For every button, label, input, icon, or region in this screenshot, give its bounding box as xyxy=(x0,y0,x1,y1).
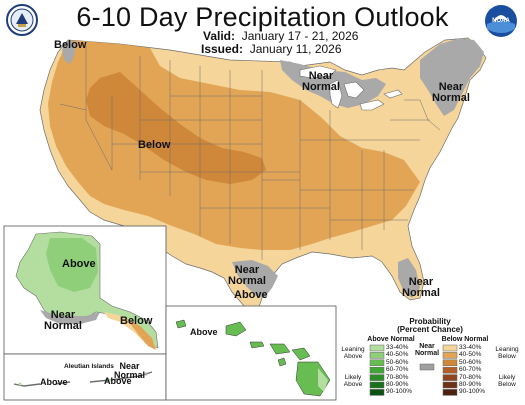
below-50-60-region xyxy=(86,72,266,184)
legend-below-swatch xyxy=(442,374,458,381)
legend-above-swatch xyxy=(369,374,385,381)
aleutian-chain xyxy=(13,371,153,387)
legend-below-swatch xyxy=(442,352,458,359)
noaa-logo-icon: NOAA xyxy=(485,5,517,37)
legend-below-range: 60-70% xyxy=(459,366,482,374)
label-near-normal-ne: Near Normal xyxy=(302,70,340,93)
valid-value: January 17 - 21, 2026 xyxy=(241,29,359,43)
alaska-above-core xyxy=(46,238,98,292)
legend-below-range: 40-50% xyxy=(459,351,482,359)
legend-above-range: 40-50% xyxy=(386,351,409,359)
label-above-hi: Above xyxy=(190,327,218,337)
label-near-normal-aleutian: Near Normal xyxy=(114,361,146,380)
legend-above-range: 33-40% xyxy=(386,344,409,351)
legend-below-swatch xyxy=(442,381,458,389)
legend-below-range: 80-90% xyxy=(459,381,482,388)
issued-label: Issued: xyxy=(201,42,244,56)
page-title: 6-10 Day Precipitation Outlook xyxy=(76,2,449,32)
legend-above-swatch xyxy=(369,359,385,367)
legend-above-swatch xyxy=(369,352,385,359)
legend-near-normal-swatch xyxy=(419,363,435,371)
near-normal-south-texas xyxy=(232,260,278,298)
label-below-center: Below xyxy=(138,139,171,151)
aleutian-inset-frame xyxy=(3,353,167,401)
legend-title: Probability (Percent Chance) xyxy=(397,317,463,334)
near-normal-florida xyxy=(398,258,420,298)
legend-likely-above: Likely Above xyxy=(343,374,363,388)
label-near-normal-east: Near Normal xyxy=(432,81,470,104)
legend-below-swatch xyxy=(442,344,458,352)
legend-likely-below: Likely Below xyxy=(498,374,516,388)
legend-below-range: 90-100% xyxy=(459,388,486,396)
legend-above-range: 60-70% xyxy=(386,366,409,374)
valid-line: Valid: January 17 - 21, 2026 xyxy=(203,29,358,43)
great-lakes xyxy=(299,65,403,111)
hawaii-big-island-light xyxy=(318,368,328,392)
legend-above-range: 80-90% xyxy=(386,381,409,388)
alaska-near-normal xyxy=(40,310,100,324)
near-normal-northwest-strip xyxy=(62,40,76,64)
legend-below-swatch xyxy=(442,389,458,396)
legend-above-range: 90-100% xyxy=(386,388,413,396)
legend-leaning-above: Leaning Above xyxy=(341,346,365,360)
issued-value: January 11, 2026 xyxy=(249,42,342,56)
label-above-tx: Above xyxy=(234,289,268,301)
label-below-nw: Below xyxy=(54,39,87,51)
label-above-aleutian-2: Above xyxy=(104,376,132,386)
issued-line: Issued: January 11, 2026 xyxy=(201,42,342,56)
near-normal-northeast xyxy=(420,38,484,116)
label-near-normal-tx: Near Normal xyxy=(228,264,266,287)
legend-below-head: Below Normal xyxy=(441,336,489,343)
label-above-ak: Above xyxy=(62,258,96,270)
usda-seal-icon xyxy=(6,4,38,36)
valid-label: Valid: xyxy=(203,29,236,43)
legend-above-swatch xyxy=(369,389,385,396)
legend-below-range: 50-60% xyxy=(459,358,482,366)
legend-swatches xyxy=(369,344,458,396)
legend-above-swatch xyxy=(369,381,385,389)
label-below-ak: Below xyxy=(120,315,153,327)
state-borders xyxy=(59,46,441,260)
legend-above-head: Above Normal xyxy=(367,336,415,343)
legend-leaning-below: Leaning Below xyxy=(495,346,519,360)
legend-above-range: 70-80% xyxy=(386,373,409,381)
legend-below-range: 70-80% xyxy=(459,373,482,381)
alaska-below-panhandle-dark xyxy=(126,318,156,350)
legend-below-range: 33-40% xyxy=(459,344,482,351)
legend-near-head: Near Normal xyxy=(414,343,440,357)
legend-below-swatch xyxy=(442,359,458,367)
legend-above-range: 50-60% xyxy=(386,358,409,366)
legend-above-swatch xyxy=(369,344,385,352)
label-above-aleutian-1: Above xyxy=(40,377,68,387)
svg-text:NOAA: NOAA xyxy=(492,18,510,24)
legend-above-swatch xyxy=(369,366,385,374)
legend-below-swatch xyxy=(442,366,458,374)
label-near-normal-fl: Near Normal xyxy=(402,276,440,299)
label-aleutian-title: Aleutian Islands xyxy=(64,363,114,370)
label-near-normal-ak: Near Normal xyxy=(44,309,82,332)
